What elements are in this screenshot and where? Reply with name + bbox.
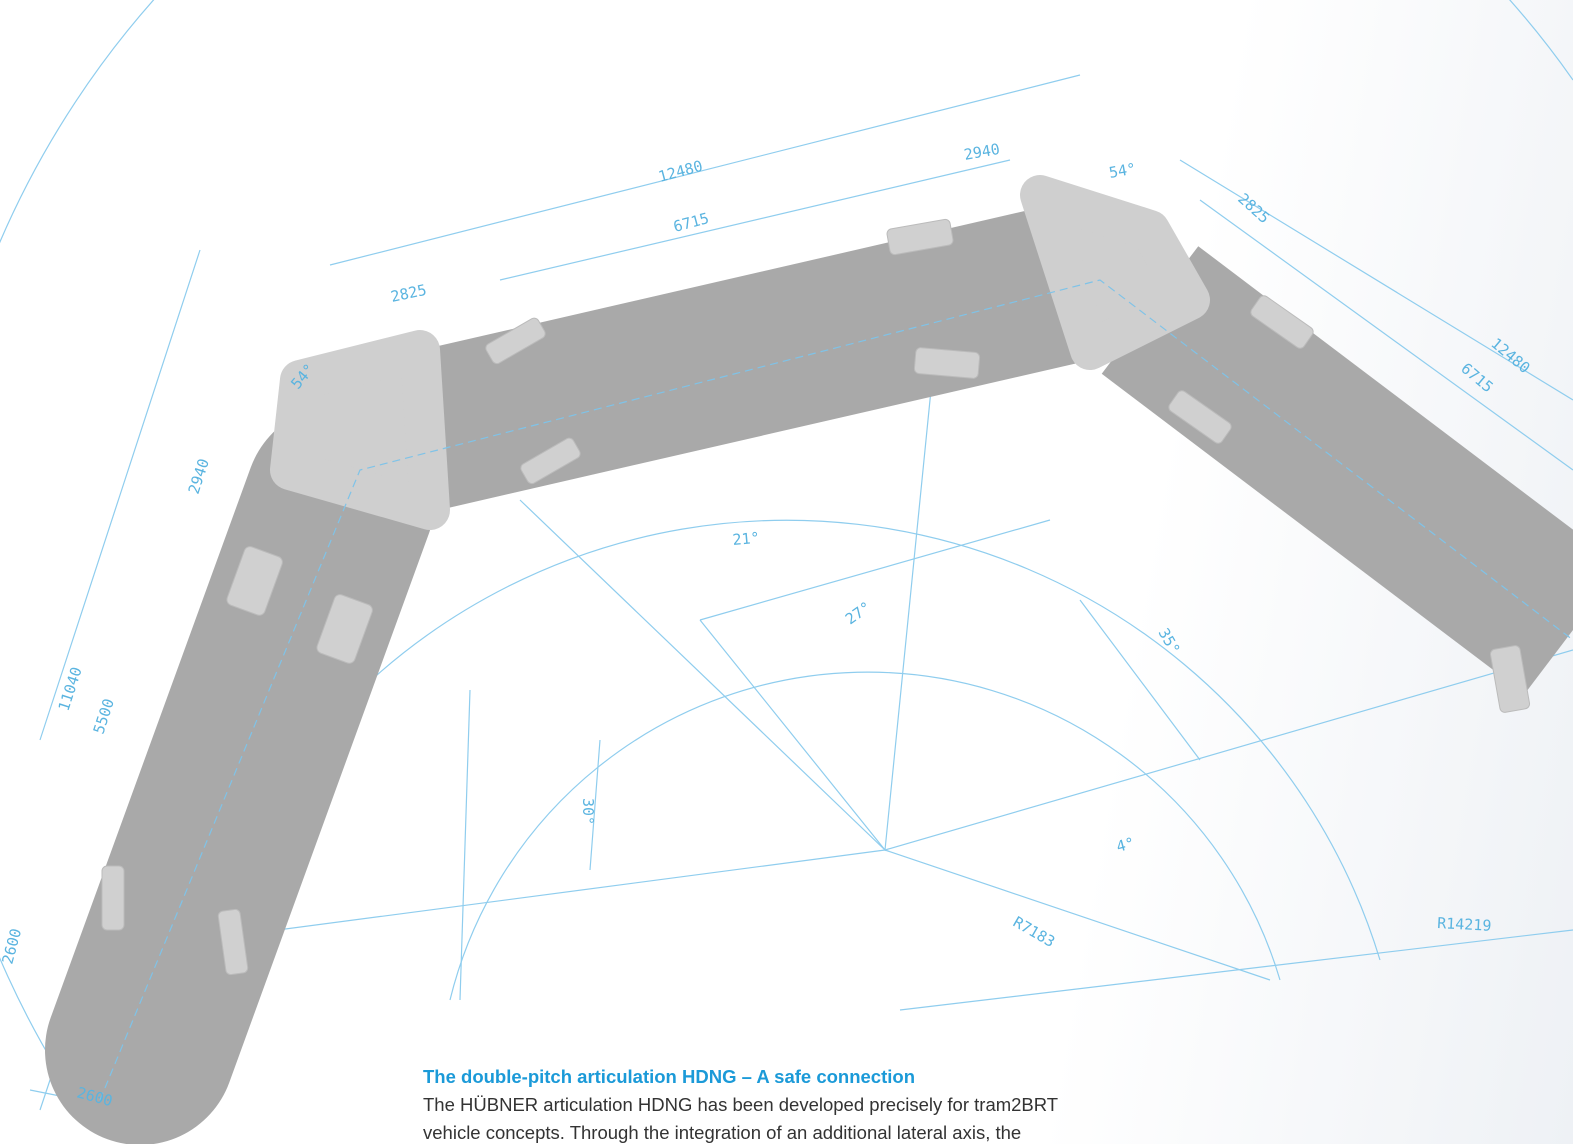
dimension: 11040 — [55, 665, 86, 714]
dimension: 12480 — [656, 157, 704, 186]
dimension: 4° — [1114, 834, 1136, 856]
dimension: 2825 — [1234, 190, 1273, 228]
dimension: R7183 — [1010, 913, 1058, 951]
dimension: 54° — [1108, 160, 1138, 182]
dimension: 5500 — [90, 696, 118, 736]
dimension: 2940 — [185, 456, 213, 496]
caption-line: The HÜBNER articulation HDNG has been de… — [423, 1094, 1059, 1115]
center-lines — [99, 279, 1573, 1101]
dimension: R14219 — [1437, 914, 1492, 935]
vehicle — [45, 175, 1573, 1144]
dimension: 2825 — [389, 281, 428, 306]
dimension: 21° — [732, 529, 761, 549]
dimension: 30° — [579, 798, 597, 825]
dimension: 12480 — [1487, 334, 1533, 377]
dimension: 2940 — [963, 140, 1002, 164]
caption-title: The double-pitch articulation HDNG – A s… — [423, 1066, 916, 1087]
dimension: 2600 — [0, 926, 25, 966]
dimension: 27° — [842, 598, 875, 628]
caption-line: vehicle concepts. Through the integratio… — [423, 1122, 1022, 1143]
wheels — [101, 218, 1531, 976]
dimension: 35° — [1155, 625, 1184, 657]
construction-lines — [0, 0, 1573, 1121]
